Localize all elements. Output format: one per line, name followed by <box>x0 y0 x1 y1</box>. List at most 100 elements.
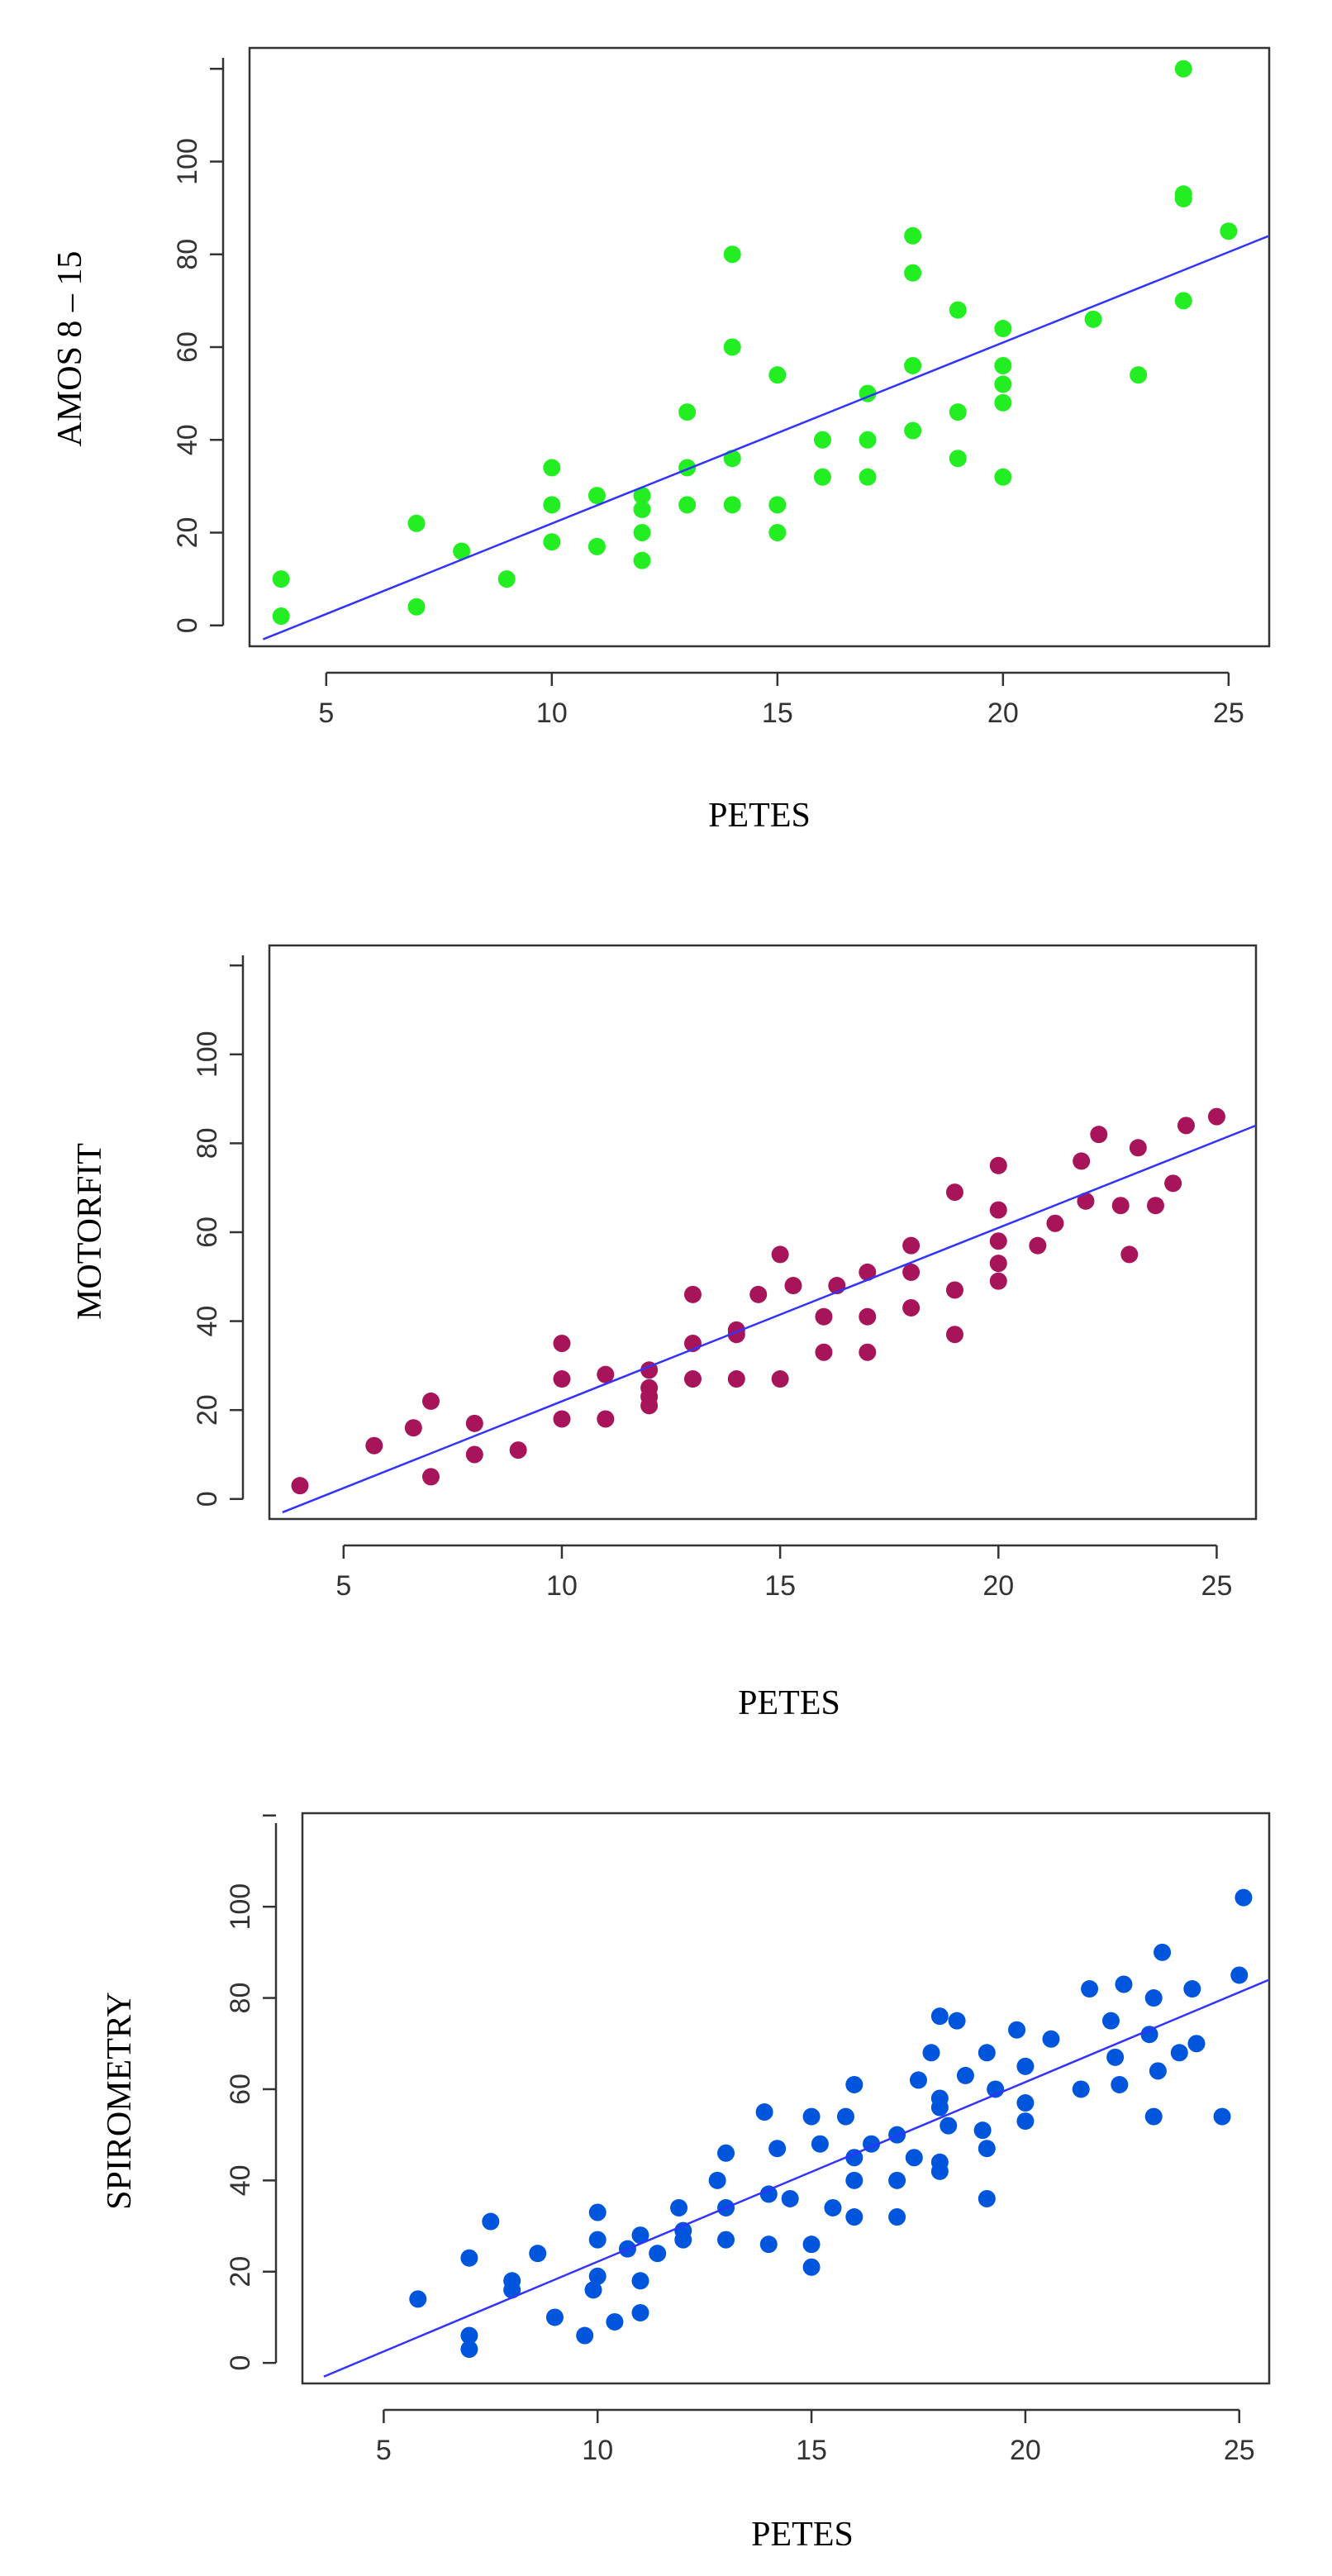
data-point <box>922 2044 940 2062</box>
data-point <box>588 2231 607 2249</box>
data-point <box>1115 1975 1133 1993</box>
data-point <box>836 2107 854 2126</box>
data-point <box>759 2236 778 2254</box>
data-point <box>723 496 741 514</box>
data-point <box>904 264 922 282</box>
x-axis-title: PETES <box>738 1684 840 1722</box>
data-point <box>460 2249 478 2267</box>
data-point <box>1008 2021 1026 2039</box>
data-point <box>407 598 426 616</box>
data-point <box>465 1445 483 1464</box>
regression-line <box>282 1124 1257 1514</box>
data-point <box>1120 1245 1139 1264</box>
data-point <box>989 1255 1007 1273</box>
data-point <box>272 607 290 626</box>
data-point <box>994 356 1012 374</box>
y-tick-label: 40 <box>225 2164 256 2196</box>
data-points <box>291 1107 1225 1495</box>
data-point <box>633 551 651 569</box>
data-point <box>949 403 967 421</box>
data-point <box>904 356 922 374</box>
data-point <box>509 1441 527 1459</box>
data-point <box>1146 1197 1164 1215</box>
x-tick-label: 25 <box>1201 1570 1233 1602</box>
data-point <box>859 1343 877 1361</box>
data-point <box>727 1370 745 1388</box>
data-point <box>755 2103 773 2121</box>
regression-line <box>262 235 1270 640</box>
data-point <box>460 2326 478 2345</box>
data-point <box>802 2107 821 2126</box>
x-axis: 5 10 15 20 25 <box>335 1544 1233 1602</box>
data-point <box>802 2236 821 2254</box>
data-point <box>606 2312 624 2331</box>
x-tick-label: 10 <box>582 2435 613 2466</box>
y-axis: 0 20 40 60 80 100 <box>172 58 225 633</box>
data-point <box>902 1236 921 1255</box>
data-point <box>815 1343 833 1361</box>
data-point <box>994 393 1012 412</box>
x-tick-label: 15 <box>762 698 793 729</box>
data-point <box>948 2012 966 2030</box>
plot-frame <box>301 1812 1271 2385</box>
data-point <box>768 496 787 514</box>
data-points <box>409 1888 1253 2359</box>
data-point <box>902 1263 921 1281</box>
data-point <box>674 2231 692 2249</box>
data-point <box>1090 1126 1108 1144</box>
data-point <box>1213 2107 1231 2126</box>
amos-scatter-chart: 0 20 40 60 80 100 5 10 15 20 25 PETES AMOS 8 – 15 <box>51 46 1271 835</box>
y-axis: 0 20 40 60 80 100 <box>192 955 245 1507</box>
data-point <box>949 301 967 319</box>
data-point <box>1234 1888 1253 1907</box>
data-point <box>1230 1966 1249 1984</box>
data-point <box>553 1410 571 1428</box>
data-point <box>973 2121 992 2140</box>
data-point <box>1144 1989 1163 2007</box>
data-point <box>1072 2080 1090 2098</box>
data-point <box>1016 2094 1035 2112</box>
data-point <box>994 320 1012 338</box>
data-point <box>678 496 697 514</box>
data-point <box>631 2272 649 2290</box>
data-point <box>1187 2035 1206 2053</box>
data-point <box>1029 1236 1047 1255</box>
data-point <box>404 1419 422 1437</box>
data-point <box>1174 60 1192 78</box>
data-point <box>888 2171 906 2189</box>
data-point <box>940 2117 958 2135</box>
data-point <box>631 2226 649 2245</box>
data-point <box>503 2281 521 2299</box>
data-point <box>768 366 787 384</box>
data-point <box>930 2162 949 2180</box>
data-point <box>708 2171 726 2189</box>
plot-frame <box>248 46 1271 648</box>
data-point <box>859 1307 877 1326</box>
y-tick-label: 60 <box>172 331 203 363</box>
y-tick-label: 0 <box>225 2355 256 2371</box>
data-point <box>859 431 877 449</box>
spirometry-scatter-chart: 0 20 40 60 80 100 5 10 15 20 25 PETES SPIROMETRY <box>101 1812 1271 2554</box>
data-point <box>845 2171 863 2189</box>
data-point <box>904 226 922 245</box>
data-point <box>1177 1117 1195 1135</box>
y-tick-label: 20 <box>172 517 203 549</box>
y-tick-label: 100 <box>172 138 203 185</box>
data-point <box>949 450 967 468</box>
y-tick-label: 60 <box>192 1217 223 1248</box>
data-point <box>1016 2057 1035 2075</box>
data-point <box>1130 366 1148 384</box>
data-point <box>1220 222 1238 240</box>
plot-frame <box>268 944 1258 1521</box>
data-point <box>1046 1214 1064 1232</box>
data-point <box>1073 1152 1091 1170</box>
data-point <box>670 2198 688 2217</box>
data-point <box>1016 2112 1035 2131</box>
data-point <box>989 1156 1007 1174</box>
data-point <box>989 1272 1007 1290</box>
data-point <box>678 403 697 421</box>
data-point <box>759 2185 778 2203</box>
data-point <box>633 500 651 518</box>
y-tick-label: 80 <box>172 239 203 270</box>
data-point <box>781 2189 799 2207</box>
